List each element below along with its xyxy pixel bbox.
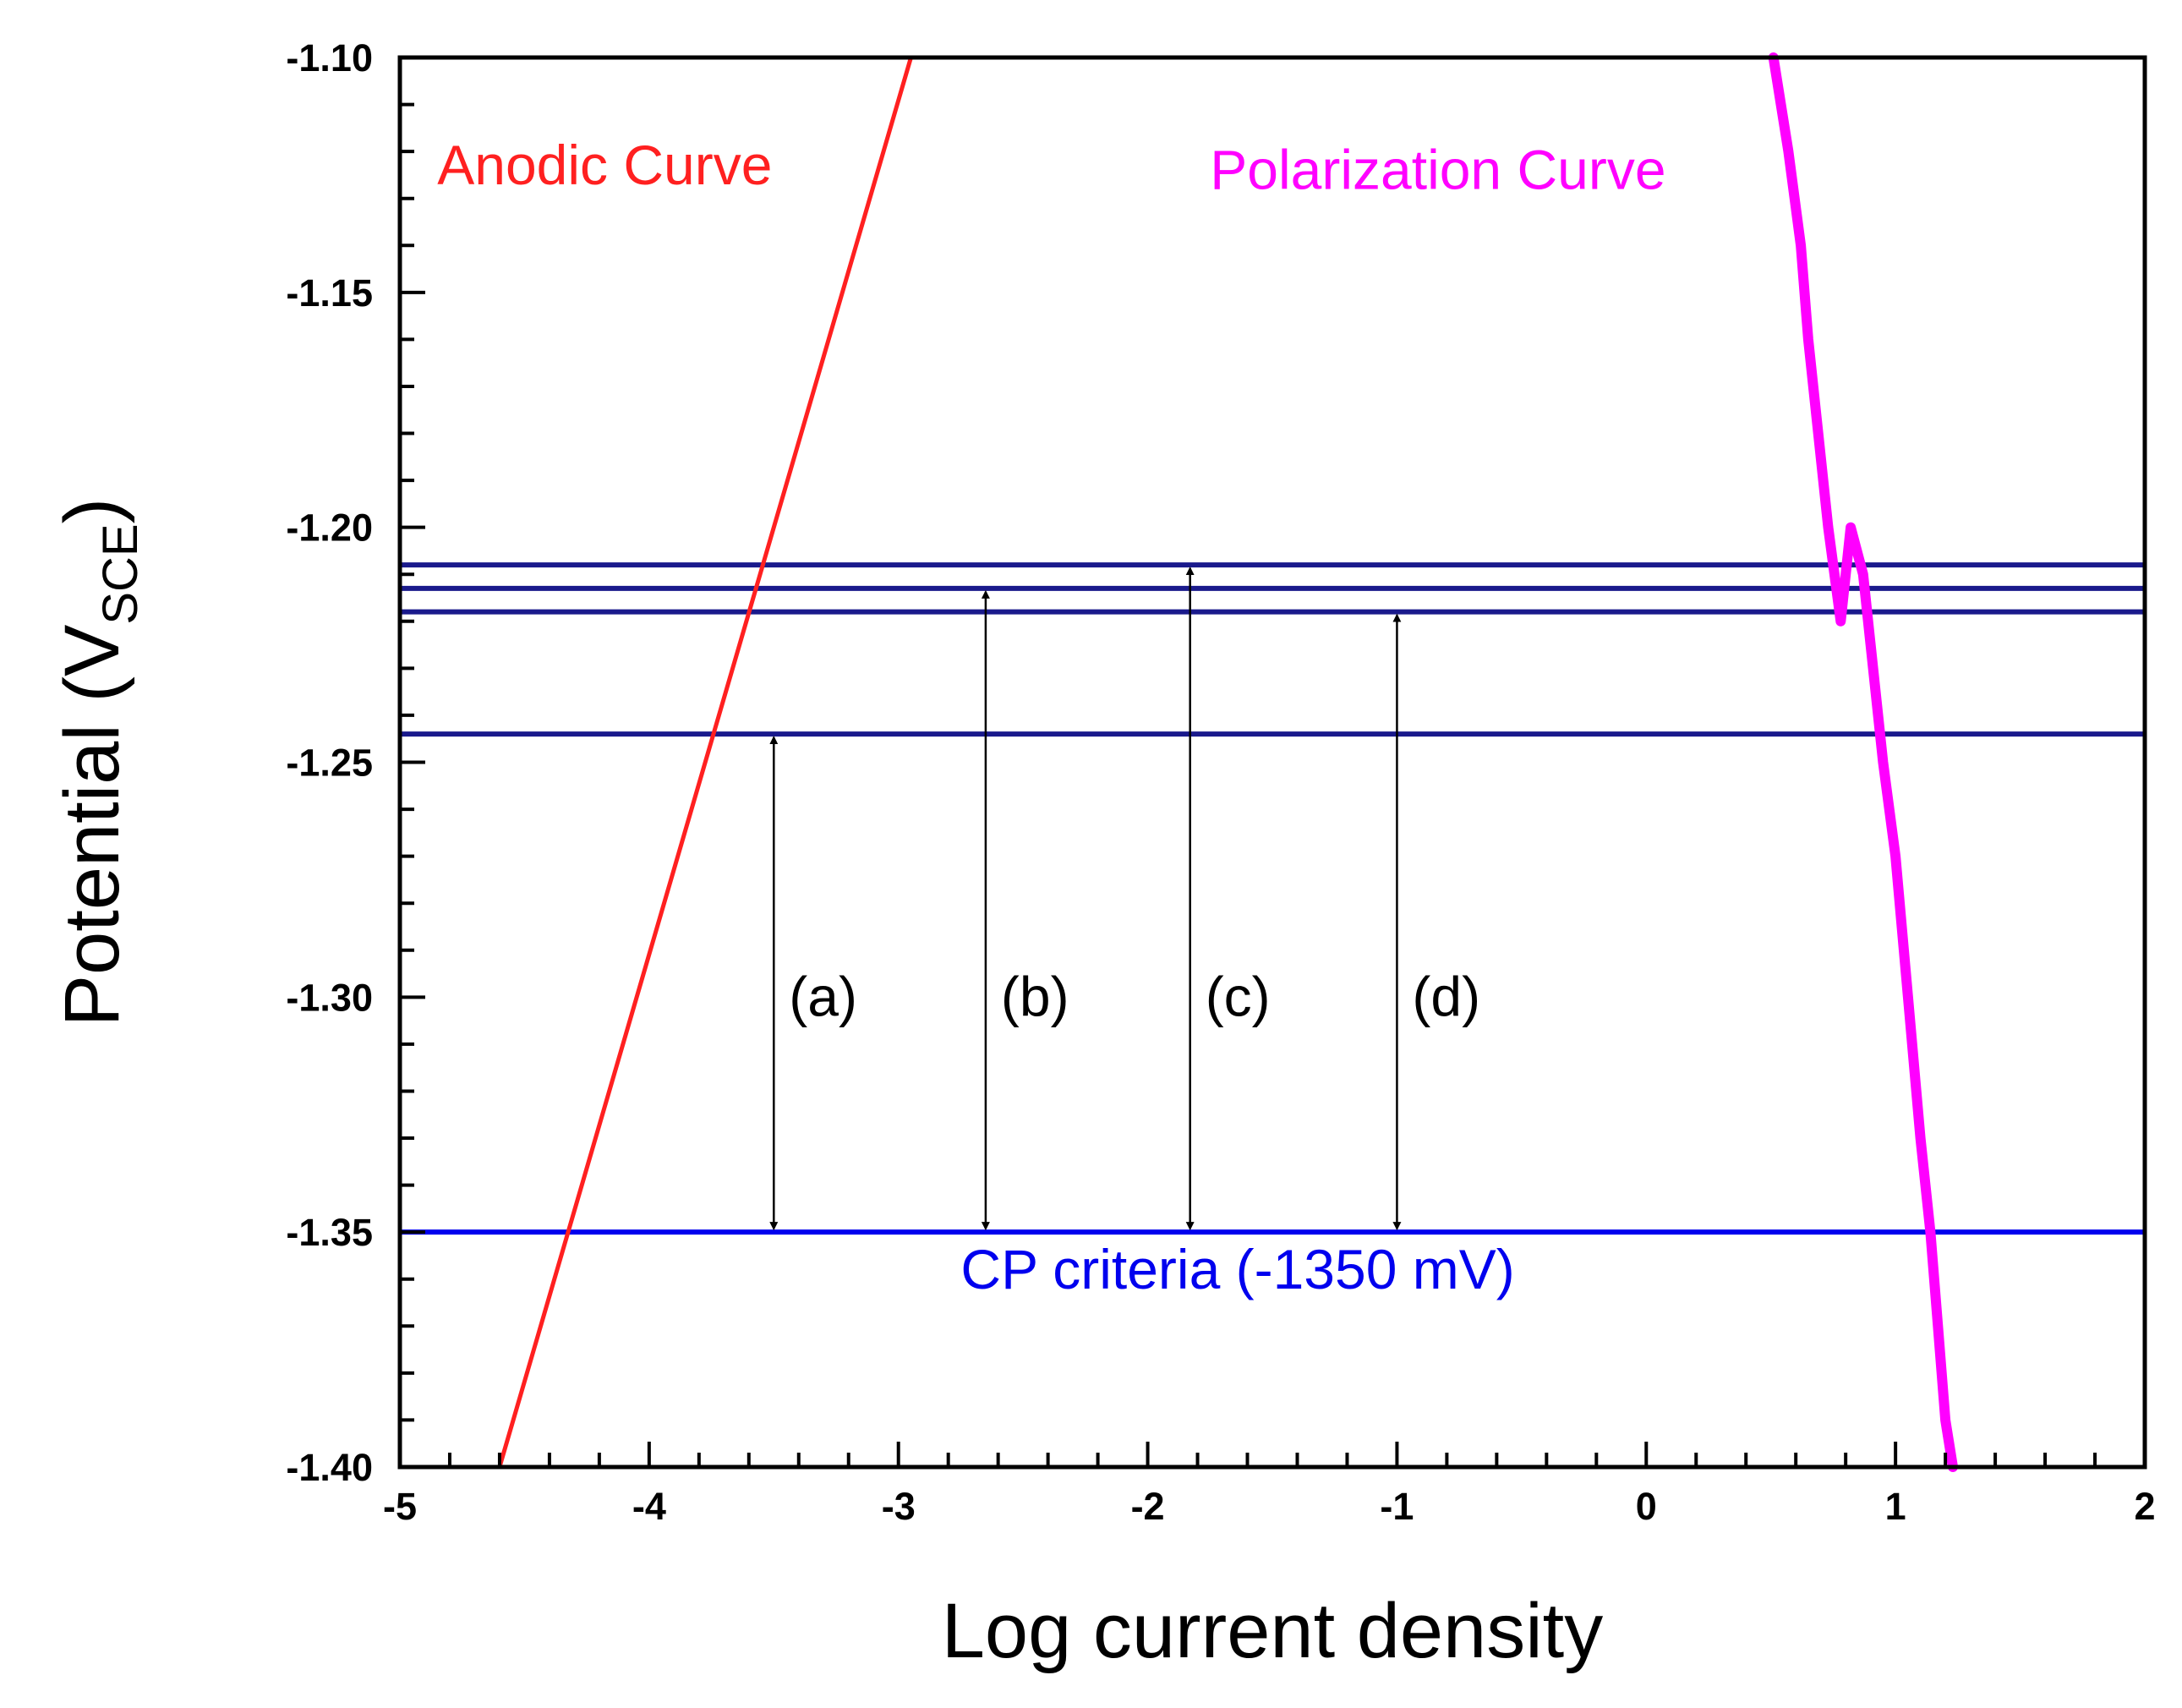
cp-criteria-label: CP criteria (-1350 mV) bbox=[960, 1238, 1514, 1300]
anodic-curve-label: Anodic Curve bbox=[437, 134, 772, 196]
y-axis-title-close: ) bbox=[49, 498, 135, 524]
y-tick-label: -1.30 bbox=[286, 976, 373, 1019]
x-tick-label: 1 bbox=[1885, 1485, 1906, 1528]
x-tick-label: -4 bbox=[632, 1485, 666, 1528]
y-axis-title-main: Potential (V bbox=[49, 625, 135, 1027]
y-axis: -1.40 -1.35 -1.30 -1.25 -1.20 -1.15 -1.10 bbox=[286, 36, 425, 1489]
anodic-curve-line bbox=[497, 55, 913, 1470]
y-tick-label: -1.10 bbox=[286, 36, 373, 79]
arrow-label-4: (d) bbox=[1412, 965, 1480, 1027]
y-tick-label: -1.40 bbox=[286, 1446, 373, 1489]
plot-content: (a) (b) (c) (d) Anodic Curve Polarization Cur… bbox=[400, 52, 2145, 1472]
y-tick-label: -1.25 bbox=[286, 742, 373, 785]
y-tick-label: -1.20 bbox=[286, 506, 373, 550]
y-tick-label: -1.15 bbox=[286, 271, 373, 315]
x-tick-label: -2 bbox=[1131, 1485, 1165, 1528]
y-axis-title-subscript: SCE bbox=[93, 523, 148, 624]
arrow-label-1: (a) bbox=[789, 965, 857, 1027]
polarization-curve-line bbox=[1768, 52, 1958, 1472]
y-axis-title: Potential (VSCE) bbox=[49, 498, 148, 1027]
x-tick-label: -5 bbox=[383, 1485, 417, 1528]
arrow-label-3: (c) bbox=[1206, 965, 1271, 1027]
x-axis-title: Log current density bbox=[942, 1588, 1603, 1674]
x-tick-label: 0 bbox=[1636, 1485, 1657, 1528]
polarization-curve-label: Polarization Curve bbox=[1210, 139, 1665, 201]
y-tick-label: -1.35 bbox=[286, 1211, 373, 1254]
x-axis: -5 -4 -3 -2 -1 0 1 2 bbox=[383, 1442, 2156, 1528]
x-tick-label: 2 bbox=[2134, 1485, 2155, 1528]
x-tick-label: -3 bbox=[882, 1485, 916, 1528]
arrow-label-2: (b) bbox=[1001, 965, 1069, 1027]
x-tick-label: -1 bbox=[1380, 1485, 1414, 1528]
